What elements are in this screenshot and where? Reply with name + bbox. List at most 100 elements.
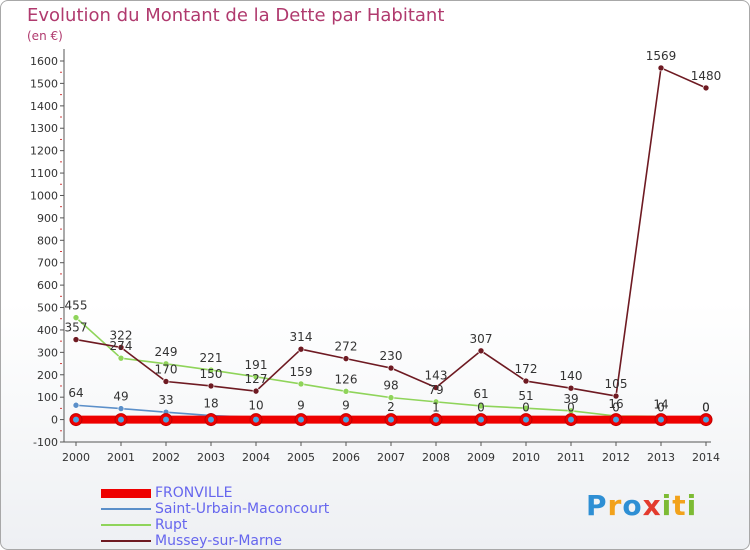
data-label: 191: [245, 358, 268, 372]
data-label: 170: [155, 362, 178, 376]
series-point: [252, 387, 260, 395]
x-tick-label: 2012: [602, 451, 630, 464]
series-point: [342, 355, 350, 362]
series-point: [432, 384, 440, 391]
axes: 1600150014001300120011001000900800700600…: [30, 49, 720, 464]
logo-letter: r: [607, 489, 623, 522]
series-point: [477, 347, 485, 355]
series-point-inner: [523, 416, 529, 423]
series-point: [432, 398, 440, 406]
data-label: 0: [567, 401, 575, 415]
series-point: [72, 401, 80, 409]
chart-title: Evolution du Montant de la Dette par Hab…: [27, 5, 445, 26]
legend-item-saint-urbain-maconcourt: Saint-Urbain-Maconcourt: [101, 501, 329, 517]
series-point: [72, 336, 80, 343]
data-label: 274: [110, 339, 133, 353]
series-point: [162, 360, 170, 368]
y-tick-label: -100: [33, 436, 58, 449]
x-tick-label: 2009: [467, 451, 495, 464]
series-point-inner: [298, 416, 304, 423]
y-tick-label: 800: [37, 234, 58, 247]
y-tick-label: 1600: [30, 55, 58, 68]
x-tick-label: 2001: [107, 451, 135, 464]
series-point: [477, 402, 485, 410]
legend-item-fronville: FRONVILLE: [101, 485, 329, 501]
series-point-inner: [478, 416, 484, 423]
logo-letter: i: [686, 489, 698, 522]
y-tick-label: 900: [37, 212, 58, 225]
data-label: 249: [155, 345, 178, 359]
data-label: 39: [563, 392, 578, 406]
y-tick-label: 600: [37, 279, 58, 292]
x-tick-label: 2005: [287, 451, 315, 464]
legend: FRONVILLE Saint-Urbain-Maconcourt Rupt M…: [101, 485, 329, 549]
series-point: [117, 354, 125, 362]
data-label: 9: [342, 399, 350, 413]
data-label: 64: [68, 386, 83, 400]
data-label: 0: [657, 401, 665, 415]
data-label: 51: [518, 389, 533, 403]
data-label: 49: [113, 390, 128, 404]
data-label: 159: [290, 365, 313, 379]
y-tick-label: 1100: [30, 167, 58, 180]
y-tick-label: 300: [37, 346, 58, 359]
series-point: [297, 380, 305, 388]
series-point: [117, 344, 125, 351]
series-point-inner: [433, 416, 439, 423]
series-point: [252, 373, 260, 381]
legend-swatch: [101, 488, 151, 498]
unit-label: (en €): [27, 29, 63, 43]
legend-label: FRONVILLE: [155, 485, 233, 501]
x-tick-label: 2000: [62, 451, 90, 464]
data-label: 172: [515, 362, 538, 376]
data-label: 357: [65, 321, 88, 335]
data-label: 455: [65, 299, 88, 313]
series-point: [702, 84, 710, 92]
data-label: 9: [297, 399, 305, 413]
series-point-inner: [658, 416, 664, 423]
data-label: 314: [290, 330, 313, 344]
series-point: [567, 384, 575, 392]
data-label: 105: [605, 377, 628, 391]
y-tick-label: 1400: [30, 100, 58, 113]
data-label: 0: [612, 401, 620, 415]
data-label: 18: [203, 397, 218, 411]
x-tick-label: 2006: [332, 451, 360, 464]
series-point: [207, 366, 215, 374]
series-point: [522, 404, 530, 412]
data-label: 16: [608, 397, 623, 411]
logo-letter: i: [661, 489, 673, 522]
data-label: 10: [248, 398, 263, 412]
data-label: 221: [200, 351, 223, 365]
series-point-inner: [73, 416, 79, 423]
y-tick-label: 1300: [30, 122, 58, 135]
series-point: [522, 377, 530, 385]
y-tick-label: 200: [37, 369, 58, 382]
series-point-inner: [163, 416, 169, 423]
y-tick-label: 1500: [30, 77, 58, 90]
x-tick-label: 2007: [377, 451, 405, 464]
data-label: 322: [110, 328, 133, 342]
data-label: 0: [477, 401, 485, 415]
y-tick-label: 500: [37, 302, 58, 315]
series-point-inner: [388, 416, 394, 423]
x-tick-label: 2004: [242, 451, 270, 464]
legend-item-mussey-sur-marne: Mussey-sur-Marne: [101, 533, 329, 549]
series-point: [207, 382, 215, 390]
data-label: 98: [383, 379, 398, 393]
series-point: [387, 394, 395, 401]
x-tick-label: 2003: [197, 451, 225, 464]
x-tick-label: 2008: [422, 451, 450, 464]
series-point: [612, 392, 620, 400]
y-tick-label: 0: [51, 414, 58, 427]
y-tick-label: 1000: [30, 189, 58, 202]
data-label: 150: [200, 367, 223, 381]
data-label: 14: [653, 397, 668, 411]
y-tick-label: 700: [37, 257, 58, 270]
data-label: 307: [470, 332, 493, 346]
series-point: [657, 64, 665, 72]
data-label: 140: [560, 369, 583, 383]
